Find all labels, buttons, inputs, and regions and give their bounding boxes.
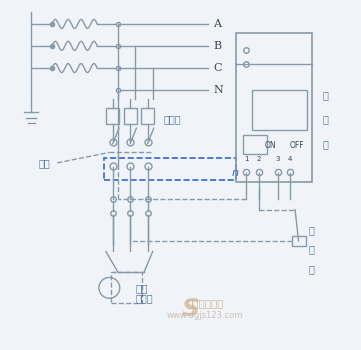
Bar [104,158,236,180]
Text: n: n [232,168,239,178]
Text: A: A [213,19,222,29]
Text: 盒: 盒 [323,139,329,149]
Text: 控头: 控头 [135,283,148,293]
Bar [123,108,137,124]
Text: 控: 控 [323,90,329,100]
Text: 4: 4 [288,156,292,162]
Text: N: N [213,85,223,95]
Text: 刀闸: 刀闸 [38,158,50,168]
Text: 3: 3 [275,156,280,162]
Text: 触: 触 [309,245,315,255]
Text: 1: 1 [244,156,249,162]
Bar [243,135,267,154]
Text: 制: 制 [323,114,329,125]
Text: B: B [213,41,222,51]
Bar [292,236,305,246]
Text: 2: 2 [256,156,261,162]
Text: 接: 接 [309,225,315,236]
Text: www.dgjs123.com: www.dgjs123.com [167,311,243,320]
Text: S: S [182,297,200,321]
Text: 电工技术之家: 电工技术之家 [186,299,223,308]
Text: OFF: OFF [290,141,304,150]
Bar [141,108,154,124]
Text: ON: ON [265,141,277,150]
Bar [106,108,119,124]
Text: 器: 器 [309,264,315,274]
Text: C: C [213,63,222,73]
Bar [111,272,142,303]
Text: 至用户: 至用户 [135,293,153,303]
Bar [252,90,307,130]
Text: 熔断器: 熔断器 [163,114,181,125]
Bar [236,33,312,182]
